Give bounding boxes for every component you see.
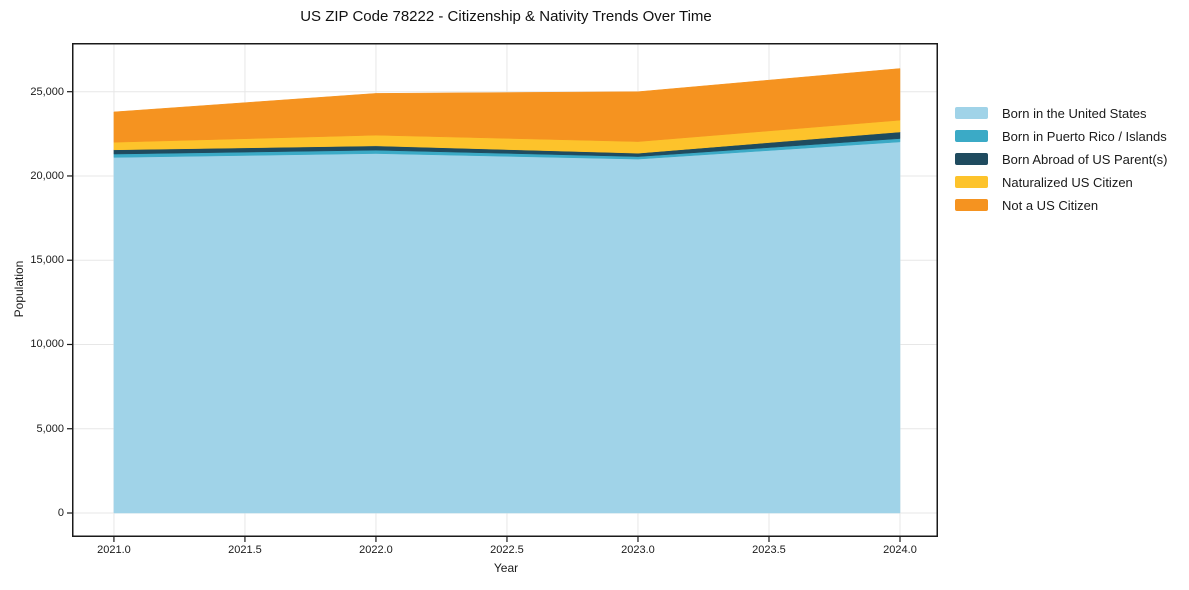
y-tick-label: 0 <box>57 507 64 519</box>
plot-border <box>72 43 938 537</box>
legend-label: Born Abroad of US Parent(s) <box>1002 151 1168 167</box>
y-axis-label: Population <box>12 260 26 318</box>
x-tick-label: 2022.0 <box>359 544 393 556</box>
x-tick-label: 2021.5 <box>228 544 262 556</box>
legend-swatch <box>955 130 988 142</box>
legend-item: Born Abroad of US Parent(s) <box>955 151 1168 167</box>
chart-title: US ZIP Code 78222 - Citizenship & Nativi… <box>300 8 712 25</box>
x-tick-label: 2023.0 <box>621 544 655 556</box>
legend-label: Not a US Citizen <box>1002 197 1099 213</box>
x-tick-label: 2021.0 <box>97 544 131 556</box>
legend-item: Naturalized US Citizen <box>955 174 1167 190</box>
legend-label: Naturalized US Citizen <box>1002 174 1133 190</box>
x-tick-label: 2023.5 <box>752 544 786 556</box>
legend-swatch <box>955 153 988 165</box>
legend-item: Not a US Citizen <box>955 197 1167 213</box>
legend-item: Born in the United States <box>955 105 1167 121</box>
legend-swatch <box>955 176 988 188</box>
legend-swatch <box>955 199 988 211</box>
y-tick-label: 10,000 <box>30 338 64 351</box>
x-tick-label: 2024.0 <box>883 544 917 556</box>
y-tick-label: 25,000 <box>30 85 64 98</box>
plot-area <box>67 43 938 542</box>
y-tick-label: 5,000 <box>36 422 64 435</box>
y-tick-label: 20,000 <box>30 169 64 182</box>
legend-label: Born in Puerto Rico / Islands <box>1002 128 1167 144</box>
legend-label: Born in the United States <box>1002 105 1147 121</box>
legend-item: Born in Puerto Rico / Islands <box>955 128 1167 144</box>
legend-swatch <box>955 107 988 119</box>
x-axis-label: Year <box>493 561 519 575</box>
x-tick-label: 2022.5 <box>490 544 524 556</box>
area-series <box>113 68 901 143</box>
area-series <box>113 141 901 514</box>
legend: Born in the United States Born in Puerto … <box>955 105 1168 213</box>
